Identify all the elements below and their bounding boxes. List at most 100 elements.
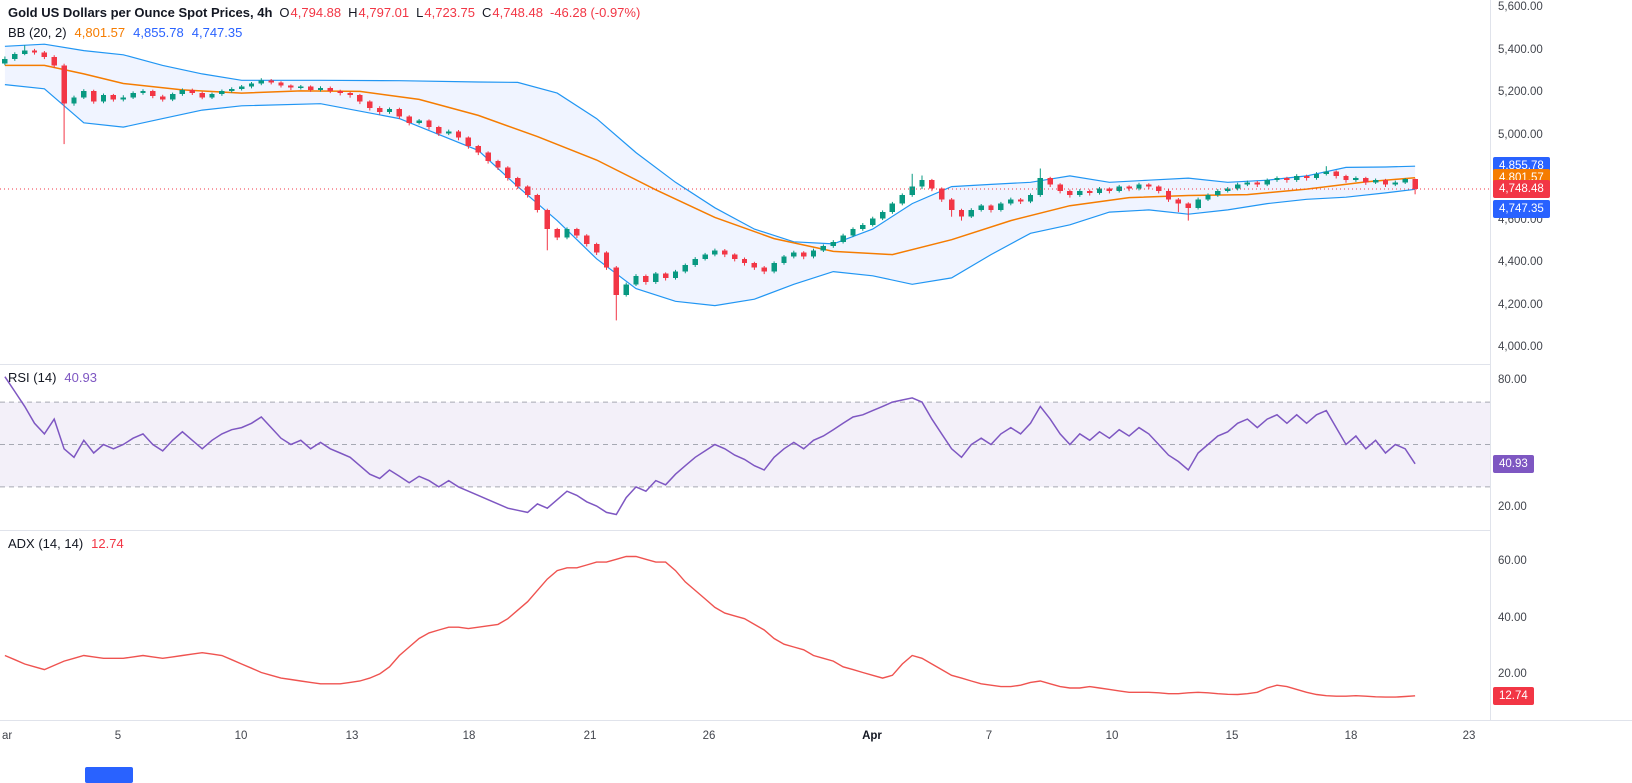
candle-body	[258, 80, 264, 84]
ohlc-letter: O	[279, 5, 290, 20]
price-axis-label: 5,200.00	[1498, 86, 1543, 99]
bb-label[interactable]: BB (20, 2)	[8, 25, 67, 40]
candle-body	[850, 229, 856, 236]
candle-body	[1205, 195, 1211, 200]
candle-body	[1412, 179, 1418, 190]
candle-body	[1195, 199, 1201, 208]
candle-body	[377, 107, 383, 113]
candle-body	[327, 87, 333, 91]
candle-body	[71, 97, 77, 104]
price-chart-panel[interactable]: Gold US Dollars per Ounce Spot Prices, 4…	[0, 0, 1490, 365]
candle-body	[801, 252, 807, 257]
candle-body	[564, 229, 570, 238]
time-axis-label: Apr	[862, 730, 882, 742]
candle-body	[515, 178, 521, 187]
candle-body	[386, 109, 393, 113]
candle-body	[120, 97, 126, 100]
candle-body	[189, 89, 195, 94]
candle-body	[1106, 188, 1113, 191]
candle-body	[1077, 190, 1083, 195]
candle-body	[1215, 190, 1221, 195]
candle-body	[357, 95, 363, 102]
candle-body	[288, 85, 294, 88]
candle-body	[1234, 184, 1241, 189]
candle-body	[130, 93, 136, 98]
adx-axis-label: 60.00	[1498, 555, 1527, 568]
candle-body	[682, 265, 688, 272]
candle-body	[307, 86, 314, 90]
candle-body	[998, 203, 1004, 210]
candle-body	[81, 90, 87, 98]
candle-body	[337, 90, 343, 93]
bb-legend-value: 4,747.35	[191, 25, 243, 40]
time-axis[interactable]: ar 5 10 13 18 21 26 Apr 7 10 15 18 23	[0, 720, 1632, 783]
candle-body	[771, 263, 777, 272]
candle-body	[1165, 190, 1172, 200]
candle-body	[1254, 182, 1260, 185]
rsi-panel[interactable]: RSI (14) 40.93	[0, 365, 1490, 531]
candle-body	[889, 203, 896, 213]
rsi-band-fill	[0, 402, 1490, 487]
bb-upper-line	[4, 43, 1416, 245]
candle-body	[879, 212, 886, 219]
candle-body	[110, 95, 117, 100]
candle-body	[712, 250, 718, 255]
candle-body	[603, 252, 610, 268]
candle-body	[672, 271, 679, 278]
legend-row-bb: BB (20, 2) 4,801.57 4,855.78 4,747.35	[8, 23, 640, 43]
price-axis[interactable]: 5,600.005,400.005,200.005,000.004,800.00…	[1490, 0, 1632, 720]
candle-body	[810, 250, 817, 257]
adx-line	[4, 555, 1416, 698]
price-axis-label: 4,000.00	[1498, 341, 1543, 354]
time-axis-label: 5	[114, 730, 122, 742]
candle-body	[692, 258, 698, 266]
rsi-axis-label: 80.00	[1498, 373, 1527, 386]
rsi-canvas[interactable]	[0, 365, 1490, 530]
candle-body	[1116, 186, 1122, 191]
bb-legend-value: 4,855.78	[133, 25, 184, 40]
candle-body	[298, 86, 304, 88]
candle-body	[623, 284, 629, 295]
price-chart-canvas[interactable]	[0, 0, 1490, 364]
candle-body	[1096, 188, 1103, 193]
candle-body	[593, 243, 600, 253]
candle-body	[51, 56, 57, 66]
candle-body	[909, 186, 915, 196]
adx-label[interactable]: ADX (14, 14)	[8, 536, 84, 551]
candle-body	[485, 152, 491, 162]
candle-body	[426, 120, 432, 128]
timeline-selection[interactable]	[85, 767, 133, 783]
ohlc-value: 4,797.01	[358, 5, 410, 20]
candle-body	[702, 254, 708, 259]
candle-body	[1185, 203, 1191, 208]
candle-body	[653, 273, 659, 283]
adx-canvas[interactable]	[0, 531, 1490, 720]
candle-body	[160, 96, 166, 100]
ohlc-value: 4,794.88	[290, 5, 342, 20]
candle-body	[1323, 171, 1329, 174]
candle-body	[22, 50, 28, 54]
candle-body	[278, 82, 284, 86]
candle-body	[317, 87, 324, 90]
candle-body	[1402, 179, 1408, 183]
candle-body	[406, 116, 412, 123]
candle-body	[643, 275, 649, 283]
candle-body	[939, 188, 945, 200]
candle-body	[140, 90, 146, 93]
adx-axis-label: 40.00	[1498, 611, 1527, 624]
time-axis-label: 26	[702, 730, 716, 742]
time-axis-label: 23	[1462, 730, 1476, 742]
candle-body	[1274, 178, 1280, 181]
adx-value: 12.74	[91, 536, 124, 551]
main-legend: Gold US Dollars per Ounce Spot Prices, 4…	[8, 3, 640, 43]
adx-panel[interactable]: ADX (14, 14) 12.74	[0, 531, 1490, 720]
candle-body	[219, 90, 225, 95]
candle-body	[1126, 186, 1132, 189]
time-axis-label: 10	[234, 730, 248, 742]
candle-body	[367, 101, 373, 108]
candle-body	[899, 195, 905, 204]
rsi-label[interactable]: RSI (14)	[8, 370, 57, 385]
candle-body	[840, 235, 846, 242]
rsi-axis-label: 20.00	[1498, 501, 1527, 514]
